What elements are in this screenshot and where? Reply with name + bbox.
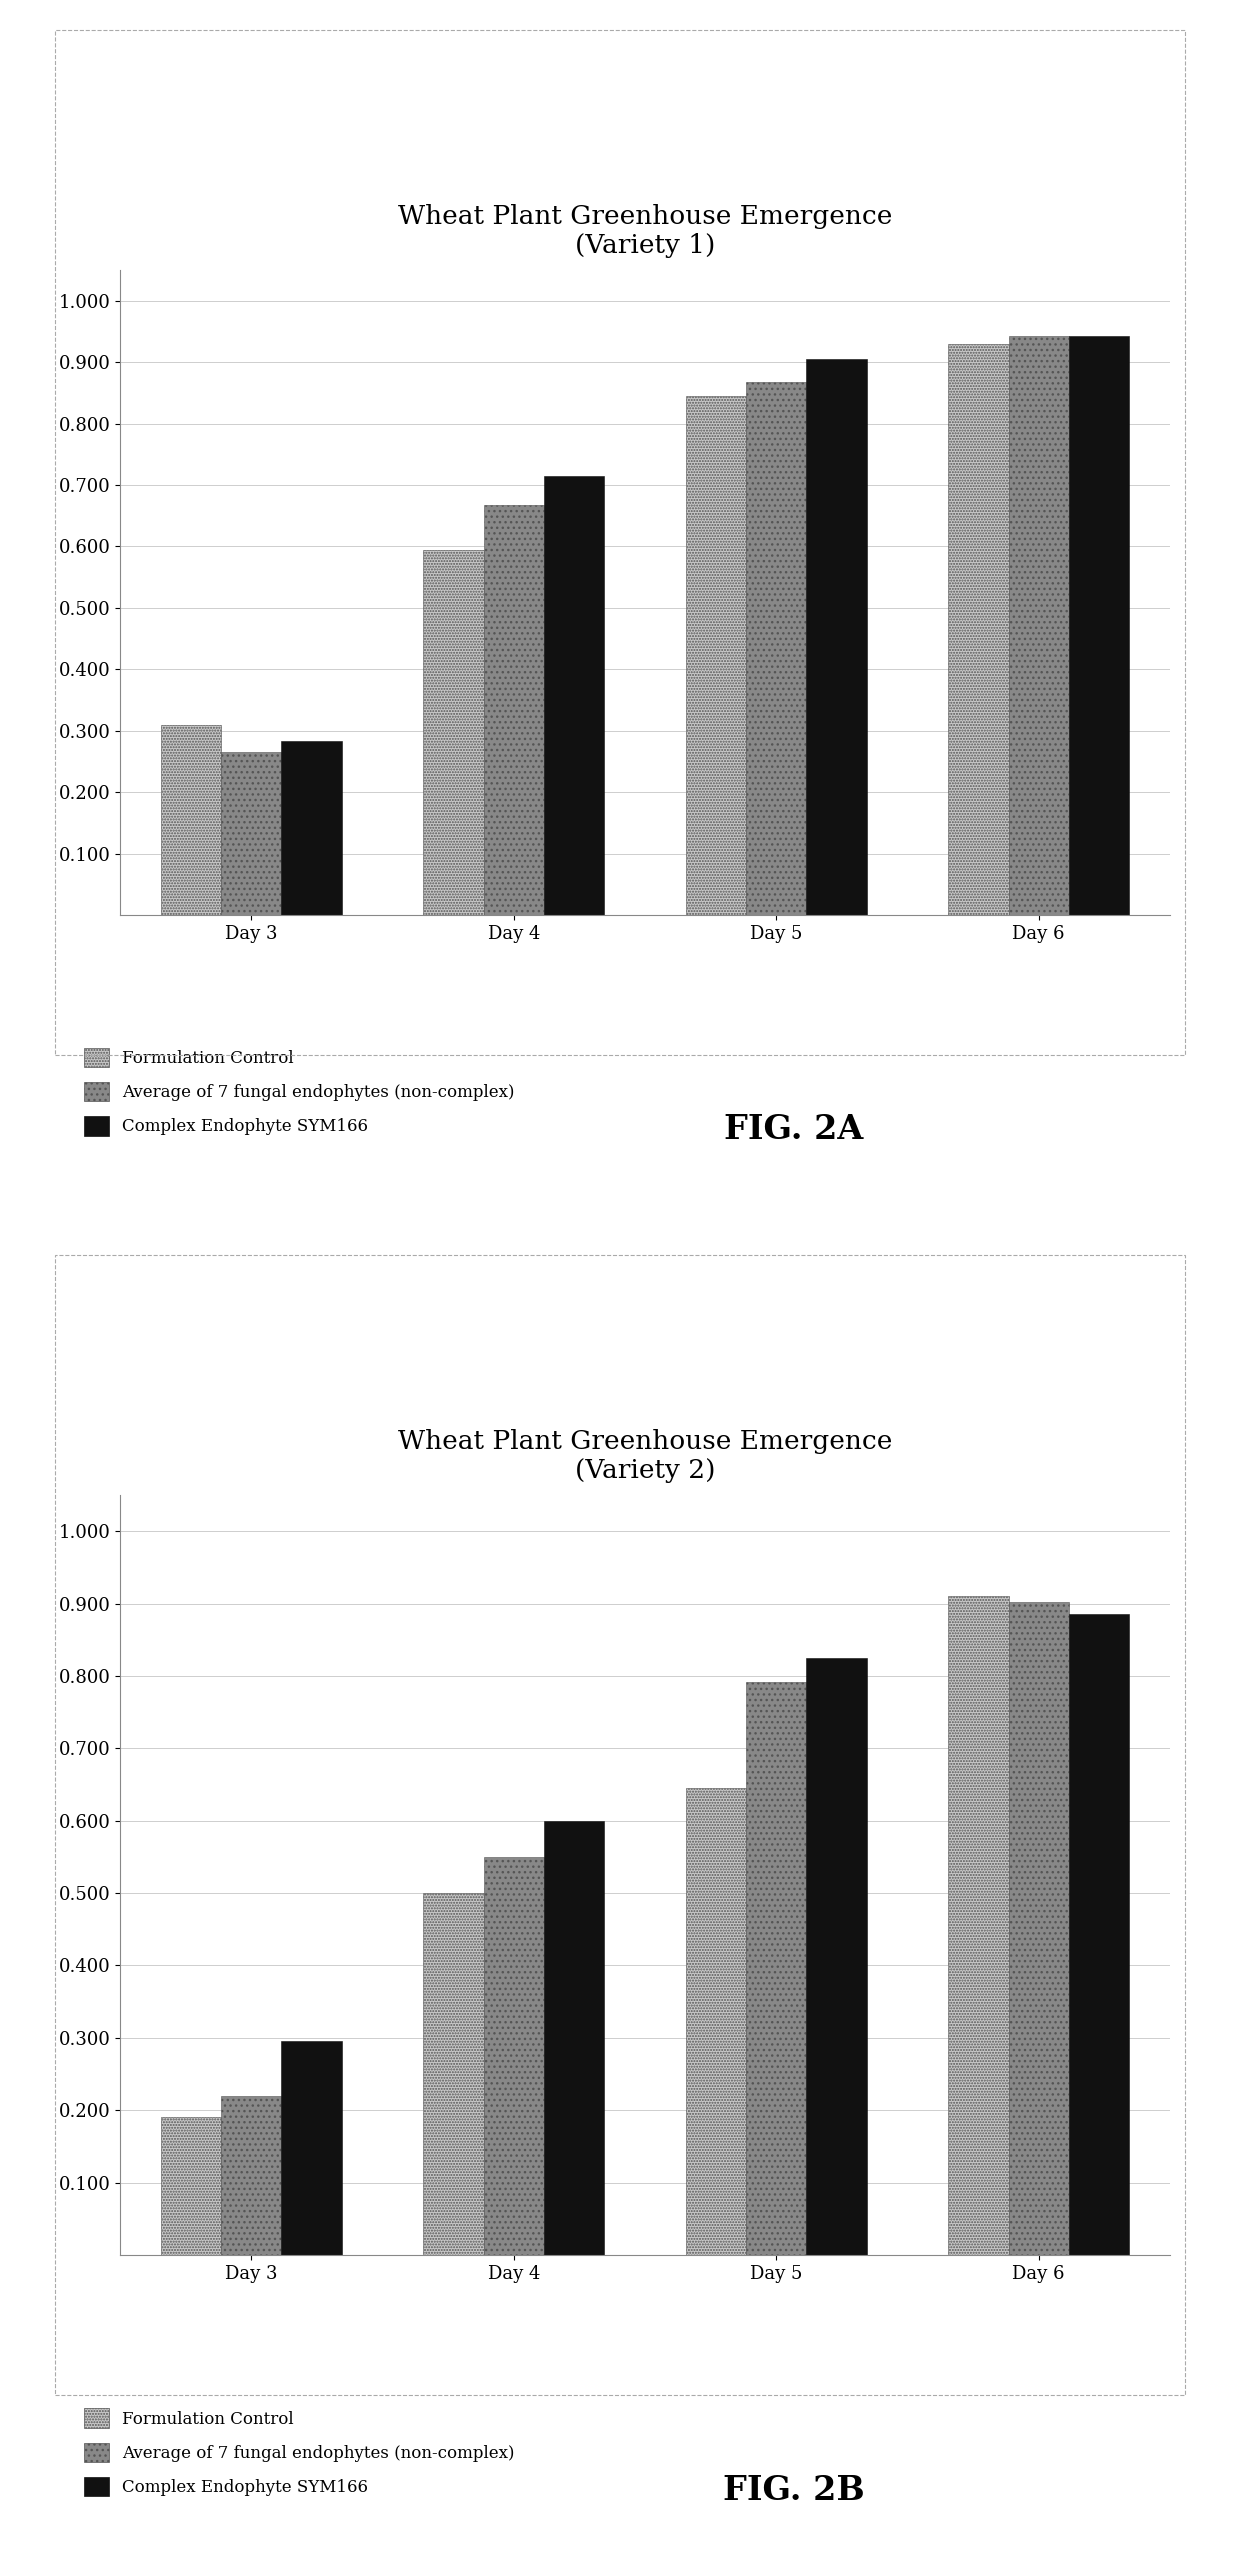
Bar: [161, 725, 221, 915]
Bar: [746, 1681, 806, 2255]
Bar: [686, 396, 746, 915]
Bar: [1069, 337, 1130, 915]
Bar: [221, 753, 281, 915]
Bar: [949, 1597, 1008, 2255]
Bar: [1008, 337, 1069, 915]
Title: Wheat Plant Greenhouse Emergence
(Variety 1): Wheat Plant Greenhouse Emergence (Variet…: [398, 203, 893, 257]
Bar: [746, 383, 806, 915]
Text: FIG. 2B: FIG. 2B: [723, 2473, 864, 2507]
Bar: [161, 2119, 221, 2255]
Bar: [484, 504, 544, 915]
Bar: [544, 476, 604, 915]
Bar: [544, 1820, 604, 2255]
Bar: [806, 360, 867, 915]
Bar: [423, 1892, 484, 2255]
Text: FIG. 2A: FIG. 2A: [724, 1113, 863, 1147]
Bar: [423, 550, 484, 915]
Legend: Formulation Control, Average of 7 fungal endophytes (non-complex), Complex Endop: Formulation Control, Average of 7 fungal…: [76, 1039, 523, 1144]
Bar: [686, 1789, 746, 2255]
Bar: [806, 1658, 867, 2255]
Bar: [949, 345, 1008, 915]
Bar: [1008, 1602, 1069, 2255]
Bar: [484, 1856, 544, 2255]
Bar: [281, 740, 342, 915]
Bar: [221, 2095, 281, 2255]
Bar: [281, 2041, 342, 2255]
Bar: [1069, 1615, 1130, 2255]
Legend: Formulation Control, Average of 7 fungal endophytes (non-complex), Complex Endop: Formulation Control, Average of 7 fungal…: [76, 2401, 523, 2504]
Title: Wheat Plant Greenhouse Emergence
(Variety 2): Wheat Plant Greenhouse Emergence (Variet…: [398, 1429, 893, 1483]
